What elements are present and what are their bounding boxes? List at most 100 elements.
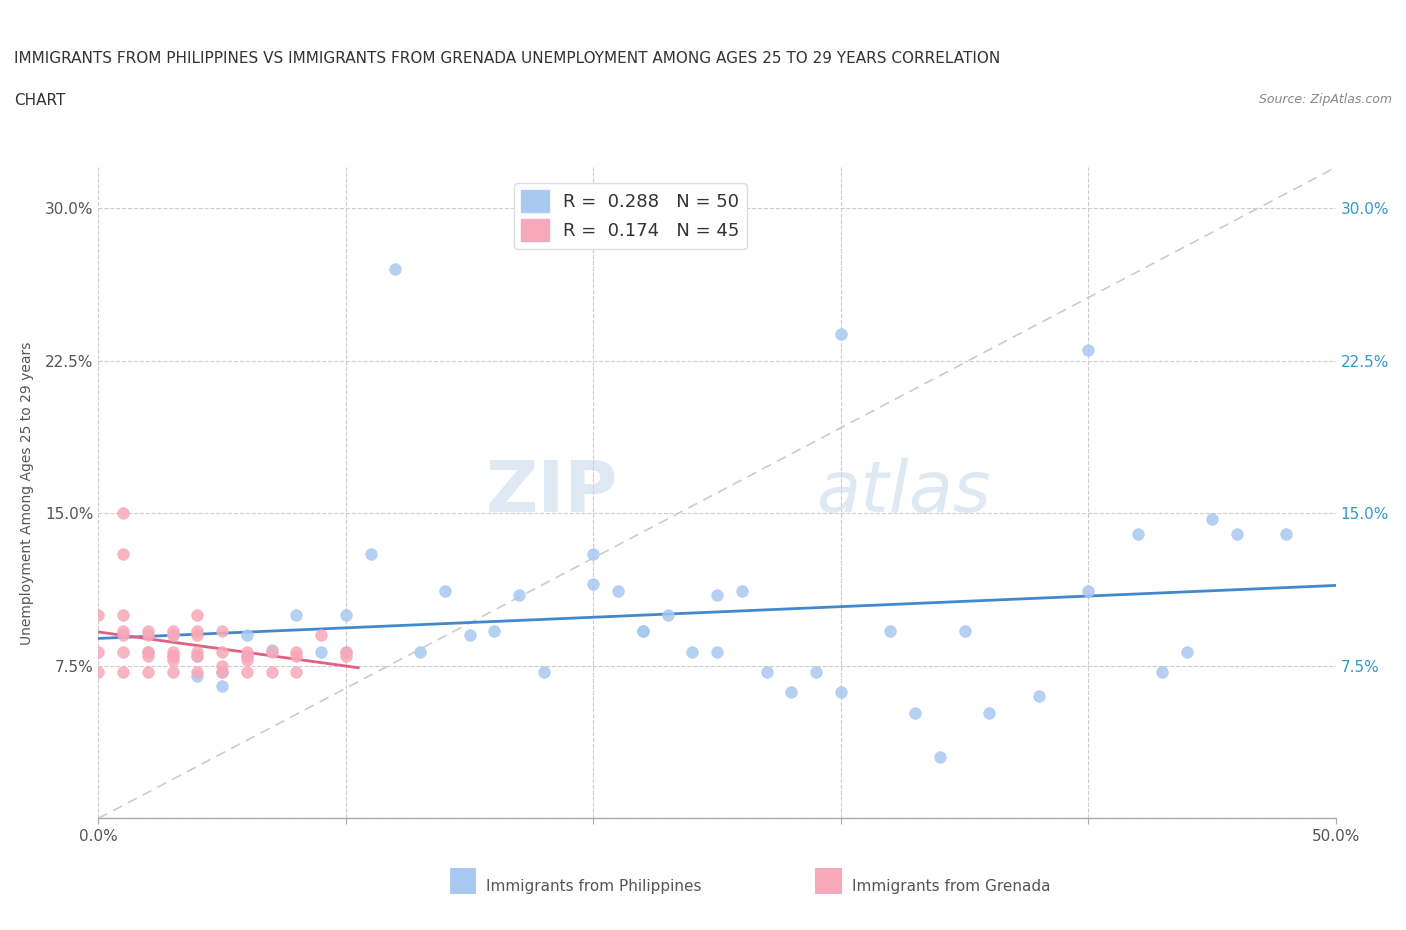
Point — [309, 628, 332, 643]
Point — [582, 577, 605, 591]
Point — [335, 644, 357, 659]
Point — [879, 624, 901, 639]
Point — [87, 607, 110, 622]
Point — [136, 665, 159, 680]
Point — [335, 644, 357, 659]
Legend: R =  0.288   N = 50, R =  0.174   N = 45: R = 0.288 N = 50, R = 0.174 N = 45 — [515, 183, 747, 248]
Point — [508, 587, 530, 602]
Point — [458, 628, 481, 643]
Text: Immigrants from Grenada: Immigrants from Grenada — [852, 880, 1050, 895]
Point — [384, 261, 406, 276]
Point — [928, 750, 950, 764]
Point — [1028, 689, 1050, 704]
Point — [335, 648, 357, 663]
Point — [706, 587, 728, 602]
Point — [211, 658, 233, 673]
Point — [1077, 343, 1099, 358]
Point — [755, 665, 778, 680]
Point — [162, 648, 184, 663]
Point — [136, 648, 159, 663]
Point — [186, 648, 208, 663]
Point — [112, 628, 135, 643]
Text: ZIP: ZIP — [486, 458, 619, 527]
Point — [87, 644, 110, 659]
Point — [1126, 526, 1149, 541]
Point — [260, 642, 283, 657]
Point — [162, 624, 184, 639]
Point — [236, 665, 259, 680]
Point — [236, 652, 259, 667]
Point — [162, 628, 184, 643]
Point — [360, 547, 382, 562]
Point — [953, 624, 976, 639]
Y-axis label: Unemployment Among Ages 25 to 29 years: Unemployment Among Ages 25 to 29 years — [20, 341, 34, 644]
Point — [631, 624, 654, 639]
Point — [1275, 526, 1298, 541]
Point — [186, 628, 208, 643]
Text: Immigrants from Philippines: Immigrants from Philippines — [486, 880, 702, 895]
Point — [112, 644, 135, 659]
Point — [186, 669, 208, 684]
Point — [136, 644, 159, 659]
Point — [211, 665, 233, 680]
Point — [211, 665, 233, 680]
Point — [681, 644, 703, 659]
Point — [136, 628, 159, 643]
Point — [607, 583, 630, 598]
Point — [211, 624, 233, 639]
Point — [1175, 644, 1198, 659]
Point — [409, 644, 432, 659]
Point — [112, 624, 135, 639]
Point — [136, 644, 159, 659]
Point — [804, 665, 827, 680]
Point — [706, 644, 728, 659]
Point — [285, 665, 308, 680]
Point — [830, 684, 852, 699]
Text: atlas: atlas — [815, 458, 991, 527]
Point — [433, 583, 456, 598]
Point — [1077, 583, 1099, 598]
Point — [484, 624, 506, 639]
Point — [186, 624, 208, 639]
Point — [533, 665, 555, 680]
Point — [780, 684, 803, 699]
Point — [162, 644, 184, 659]
Point — [285, 648, 308, 663]
Point — [285, 607, 308, 622]
Point — [285, 644, 308, 659]
Text: CHART: CHART — [14, 93, 66, 108]
Point — [236, 648, 259, 663]
Point — [162, 665, 184, 680]
Point — [979, 705, 1001, 720]
Point — [186, 644, 208, 659]
Point — [112, 607, 135, 622]
Point — [136, 644, 159, 659]
Point — [335, 607, 357, 622]
Point — [309, 644, 332, 659]
Point — [87, 665, 110, 680]
Point — [162, 652, 184, 667]
Point — [657, 607, 679, 622]
Point — [631, 624, 654, 639]
Point — [162, 648, 184, 663]
Point — [582, 547, 605, 562]
Point — [260, 644, 283, 659]
Point — [186, 665, 208, 680]
Text: Source: ZipAtlas.com: Source: ZipAtlas.com — [1258, 93, 1392, 106]
Point — [731, 583, 754, 598]
Point — [236, 628, 259, 643]
Point — [1201, 512, 1223, 526]
Point — [112, 547, 135, 562]
Point — [236, 644, 259, 659]
Point — [211, 679, 233, 694]
Point — [186, 607, 208, 622]
Point — [162, 628, 184, 643]
Point — [112, 665, 135, 680]
Point — [1226, 526, 1249, 541]
Text: IMMIGRANTS FROM PHILIPPINES VS IMMIGRANTS FROM GRENADA UNEMPLOYMENT AMONG AGES 2: IMMIGRANTS FROM PHILIPPINES VS IMMIGRANT… — [14, 51, 1000, 66]
Point — [260, 665, 283, 680]
Point — [830, 326, 852, 341]
Point — [186, 648, 208, 663]
Point — [112, 506, 135, 521]
Point — [136, 624, 159, 639]
